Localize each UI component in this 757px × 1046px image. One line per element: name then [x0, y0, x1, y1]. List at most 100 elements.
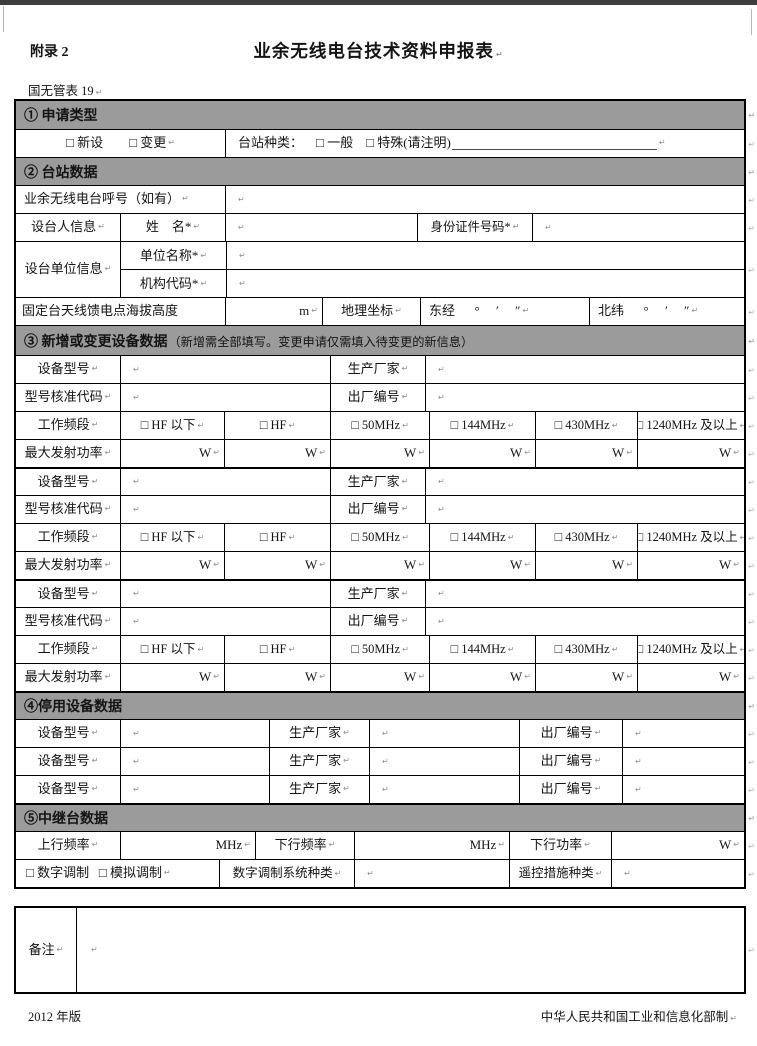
- serial-number-label-text: 出厂编号: [347, 501, 400, 517]
- band-below-hf-checkbox[interactable]: □ HF 以下 ↵: [120, 412, 224, 439]
- serial-number-input[interactable]: ↵: [425, 384, 744, 411]
- max-power-input-1[interactable]: W ↵: [120, 440, 224, 467]
- paragraph-mark-icon: ↵: [104, 504, 112, 514]
- serial-number-input[interactable]: ↵: [622, 720, 744, 747]
- band-430mhz-checkbox[interactable]: □ 430MHz ↵: [535, 412, 637, 439]
- band-50mhz-checkbox[interactable]: □ 50MHz ↵: [330, 412, 429, 439]
- serial-number-input[interactable]: ↵: [425, 496, 744, 523]
- max-power-input-5[interactable]: W ↵: [535, 552, 637, 579]
- remote-control-type-input[interactable]: ↵: [611, 860, 744, 887]
- max-power-input-2[interactable]: W ↵: [224, 664, 330, 691]
- org-code-input[interactable]: ↵: [226, 270, 744, 297]
- max-power-input-4[interactable]: W ↵: [429, 440, 535, 467]
- max-power-input-3[interactable]: W ↵: [330, 664, 429, 691]
- approval-code-input[interactable]: ↵: [120, 384, 330, 411]
- station-kind-checkboxes[interactable]: 台站种类： □ 一般 □ 特殊(请注明) ↵: [225, 130, 744, 157]
- approval-code-input[interactable]: ↵: [120, 496, 330, 523]
- max-power-input-4[interactable]: W ↵: [429, 552, 535, 579]
- manufacturer-label-text: 生产厂家: [289, 753, 342, 769]
- id-number-input[interactable]: ↵: [532, 214, 744, 241]
- max-power-input-6[interactable]: W ↵: [637, 440, 744, 467]
- band-144mhz-checkbox[interactable]: □ 144MHz ↵: [429, 412, 535, 439]
- downlink-frequency-input[interactable]: MHz ↵: [354, 832, 509, 859]
- band-below-hf-checkbox[interactable]: □ HF 以下 ↵: [120, 524, 224, 551]
- paragraph-mark-icon: ↵: [402, 420, 409, 430]
- manufacturer-input[interactable]: ↵: [425, 356, 744, 383]
- application-type-checkboxes-text: □ 新设 □ 变更: [66, 135, 167, 151]
- band-below-hf-checkbox-text: □ HF 以下: [140, 417, 196, 432]
- device1-band-row: 工作频段 ↵ □ HF 以下 ↵ □ HF ↵ □ 50MHz ↵ □ 144MHz ↵ □ 430…: [16, 411, 755, 439]
- max-power-input-5[interactable]: W ↵: [535, 664, 637, 691]
- serial-number-input[interactable]: ↵: [622, 748, 744, 775]
- remark-input[interactable]: ↵: [76, 908, 744, 992]
- device-model-input[interactable]: ↵: [120, 720, 269, 747]
- paragraph-mark-icon: ↵: [193, 222, 201, 232]
- max-power-input-6[interactable]: W ↵: [637, 664, 744, 691]
- band-1240mhz-checkbox[interactable]: □ 1240MHz 及以上↵: [637, 636, 744, 663]
- band-hf-checkbox[interactable]: □ HF ↵: [224, 636, 330, 663]
- band-430mhz-checkbox[interactable]: □ 430MHz ↵: [535, 636, 637, 663]
- band-50mhz-checkbox[interactable]: □ 50MHz ↵: [330, 524, 429, 551]
- antenna-height-input[interactable]: m ↵: [225, 298, 322, 325]
- paragraph-mark-icon: ↵: [495, 50, 504, 59]
- east-longitude-input[interactable]: 东经 ° ′ ″ ↵: [420, 298, 589, 325]
- remark-label: 备注 ↵: [16, 908, 76, 992]
- downlink-power-input[interactable]: W ↵: [611, 832, 744, 859]
- device-model-input[interactable]: ↵: [120, 776, 269, 803]
- max-power-input-1-text: W: [199, 445, 212, 461]
- uplink-frequency-input[interactable]: MHz ↵: [120, 832, 255, 859]
- digital-system-type-input[interactable]: ↵: [354, 860, 509, 887]
- max-power-input-3[interactable]: W ↵: [330, 552, 429, 579]
- fill-in-underline[interactable]: [451, 137, 657, 150]
- band-hf-checkbox[interactable]: □ HF ↵: [224, 524, 330, 551]
- paragraph-mark-icon: ↵: [635, 756, 642, 766]
- max-power-input-6[interactable]: W ↵: [637, 552, 744, 579]
- manufacturer-input[interactable]: ↵: [425, 469, 744, 495]
- unit-name-input[interactable]: ↵: [226, 242, 744, 270]
- device-model-input[interactable]: ↵: [120, 748, 269, 775]
- end-of-line-mark: ↵: [748, 195, 755, 205]
- north-latitude-input[interactable]: 北纬 ° ′ ″ ↵: [589, 298, 744, 325]
- max-power-input-4[interactable]: W ↵: [429, 664, 535, 691]
- paragraph-mark-icon: ↵: [545, 222, 552, 232]
- band-144mhz-checkbox[interactable]: □ 144MHz ↵: [429, 524, 535, 551]
- band-50mhz-checkbox[interactable]: □ 50MHz ↵: [330, 636, 429, 663]
- manufacturer-input[interactable]: ↵: [425, 581, 744, 607]
- max-power-input-2[interactable]: W ↵: [224, 552, 330, 579]
- device-model-input[interactable]: ↵: [120, 581, 330, 607]
- band-430mhz-checkbox-text: □ 430MHz: [554, 417, 610, 432]
- band-430mhz-checkbox[interactable]: □ 430MHz ↵: [535, 524, 637, 551]
- max-power-input-2[interactable]: W ↵: [224, 440, 330, 467]
- band-1240mhz-checkbox[interactable]: □ 1240MHz 及以上↵: [637, 412, 744, 439]
- end-of-line-mark: ↵: [748, 701, 755, 711]
- max-power-input-5[interactable]: W ↵: [535, 440, 637, 467]
- paragraph-mark-icon: ↵: [343, 728, 350, 738]
- serial-number-input[interactable]: ↵: [622, 776, 744, 803]
- manufacturer-input[interactable]: ↵: [369, 776, 519, 803]
- end-of-line-mark: ↵: [748, 617, 755, 627]
- band-hf-checkbox[interactable]: □ HF ↵: [224, 412, 330, 439]
- paragraph-mark-icon: ↵: [418, 448, 425, 458]
- person-name-input[interactable]: ↵: [225, 214, 417, 241]
- max-power-input-2-text: W: [305, 557, 318, 573]
- paragraph-mark-icon: ↵: [626, 672, 633, 682]
- max-power-input-1[interactable]: W ↵: [120, 552, 224, 579]
- band-below-hf-checkbox[interactable]: □ HF 以下 ↵: [120, 636, 224, 663]
- disabled-device-row-3: 设备型号 ↵ ↵ 生产厂家 ↵ ↵ 出厂编号 ↵ ↵ ↵: [16, 775, 755, 803]
- manufacturer-label-text: 生产厂家: [289, 725, 342, 741]
- device-model-input[interactable]: ↵: [120, 469, 330, 495]
- paragraph-mark-icon: ↵: [91, 476, 99, 486]
- application-type-checkboxes[interactable]: □ 新设 □ 变更 ↵: [16, 130, 225, 157]
- modulation-checkboxes[interactable]: □ 数字调制 □ 模拟调制 ↵: [16, 860, 219, 887]
- licensee-unit-label-text: 设台单位信息: [24, 261, 103, 277]
- device-model-input[interactable]: ↵: [120, 356, 330, 383]
- max-power-input-1[interactable]: W ↵: [120, 664, 224, 691]
- serial-number-input[interactable]: ↵: [425, 608, 744, 635]
- band-144mhz-checkbox[interactable]: □ 144MHz ↵: [429, 636, 535, 663]
- max-power-input-3[interactable]: W ↵: [330, 440, 429, 467]
- callsign-input[interactable]: ↵: [225, 186, 744, 213]
- band-1240mhz-checkbox[interactable]: □ 1240MHz 及以上↵: [637, 524, 744, 551]
- approval-code-input[interactable]: ↵: [120, 608, 330, 635]
- manufacturer-input[interactable]: ↵: [369, 748, 519, 775]
- manufacturer-input[interactable]: ↵: [369, 720, 519, 747]
